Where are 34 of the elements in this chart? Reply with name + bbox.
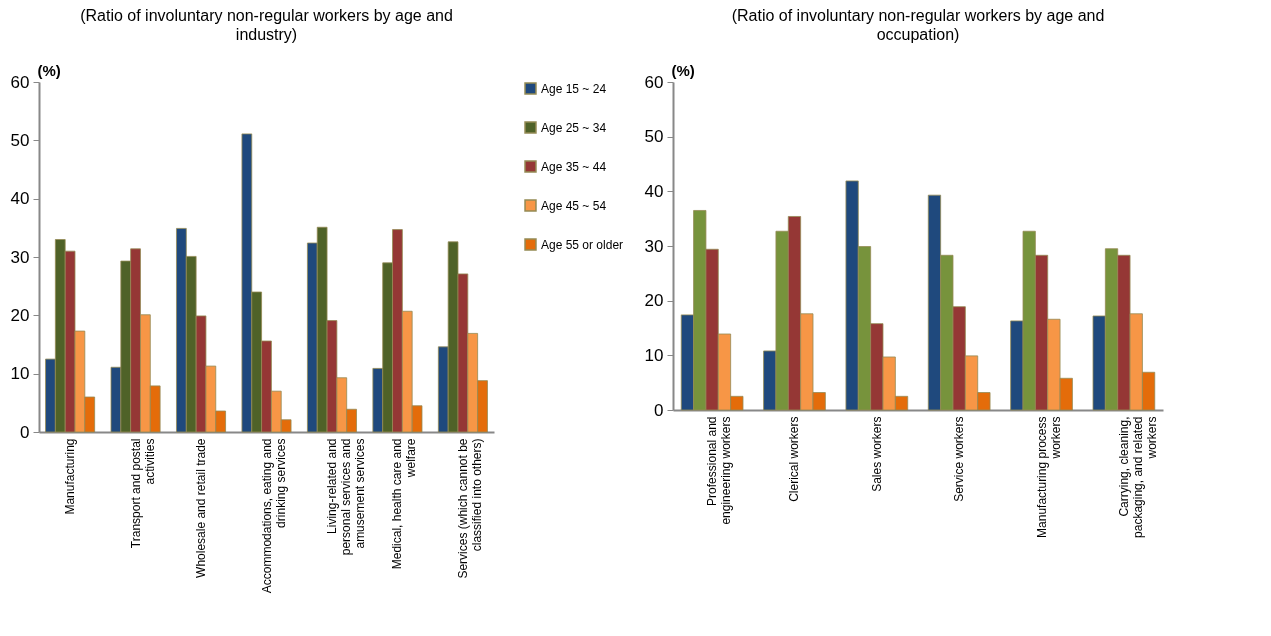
legend-label: Age 35 ~ 44 xyxy=(541,159,607,174)
x-tick-label: Clerical workers xyxy=(787,416,802,502)
x-tick-label: Manufacturing xyxy=(63,438,78,515)
x-tick-label: Sales workers xyxy=(869,416,884,492)
chart-title: (Ratio of involuntary non-regular workers by age and industry) xyxy=(80,7,453,43)
y-tick-label: 0 xyxy=(20,422,30,442)
x-tick-label: Service workers xyxy=(952,416,967,502)
x-tick-label: Services (which cannot be classified into others) xyxy=(455,438,484,579)
y-tick-label: 30 xyxy=(10,247,30,267)
y-tick-label: 0 xyxy=(654,400,664,420)
y-tick-label: 40 xyxy=(644,181,664,201)
legend-label: Age 25 ~ 34 xyxy=(541,120,607,135)
y-tick-label: 60 xyxy=(10,72,30,92)
y-tick-label: 30 xyxy=(644,236,664,256)
chart-title: (Ratio of involuntary non-regular workers by age and occupation) xyxy=(731,7,1105,43)
x-tick-label: Manufacturing process workers xyxy=(1034,416,1063,538)
legend-label: Age 45 ~ 54 xyxy=(541,198,607,213)
legend-label: Age 15 ~ 24 xyxy=(541,81,607,96)
x-tick-label: Wholesale and retail trade xyxy=(194,438,209,578)
y-tick-label: 50 xyxy=(644,127,664,147)
y-tick-label: 10 xyxy=(10,364,30,384)
y-tick-label: 10 xyxy=(644,345,664,365)
y-axis-title: (%) xyxy=(37,61,61,79)
y-tick-label: 40 xyxy=(10,189,30,209)
y-axis-title: (%) xyxy=(671,61,695,79)
x-tick-label: Carrying, cleaning, packaging, and related workers xyxy=(1116,416,1159,538)
y-tick-label: 50 xyxy=(10,130,30,150)
x-tick-label: Transport and postal activities xyxy=(128,438,157,549)
x-tick-label: Professional and engineering workers xyxy=(705,416,734,525)
y-tick-label: 60 xyxy=(644,72,664,92)
y-tick-label: 20 xyxy=(10,305,30,325)
y-tick-label: 20 xyxy=(644,291,664,311)
legend-label: Age 55 or older xyxy=(541,237,624,252)
x-tick-label: Accommodations, eating and drinking services xyxy=(259,438,288,594)
